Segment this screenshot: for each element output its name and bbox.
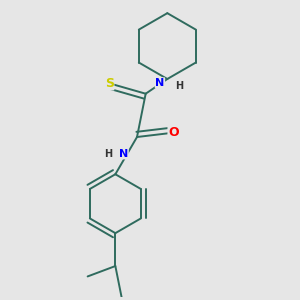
Text: O: O bbox=[168, 126, 179, 139]
Text: S: S bbox=[105, 77, 114, 90]
Text: H: H bbox=[104, 149, 112, 159]
Text: H: H bbox=[175, 81, 183, 91]
Text: N: N bbox=[119, 149, 128, 159]
Text: N: N bbox=[155, 78, 165, 88]
